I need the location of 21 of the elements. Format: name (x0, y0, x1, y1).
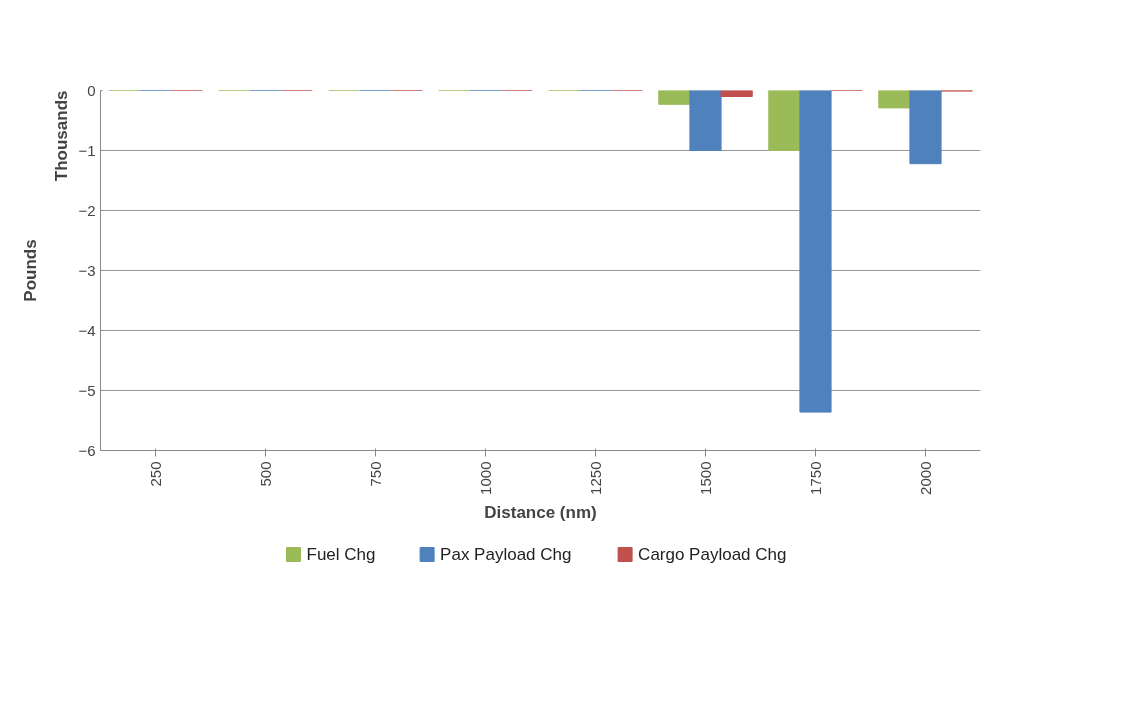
legend-label: Fuel Chg (306, 545, 376, 564)
x-tick-label: 1750 (806, 461, 824, 495)
x-tick-label: 250 (146, 461, 164, 487)
legend-label: Cargo Payload Chg (638, 545, 787, 564)
x-tick-label: 1500 (696, 461, 714, 495)
y-axis-title: Pounds (20, 239, 40, 302)
x-axis-title: Distance (nm) (484, 502, 597, 522)
x-tick-label: 1000 (476, 461, 494, 495)
y-tick-label: 0 (87, 81, 96, 99)
y-tick-label: −4 (78, 321, 96, 339)
legend-label: Pax Payload Chg (440, 545, 572, 564)
x-tick-label: 1250 (586, 461, 604, 495)
y-tick-label: −6 (78, 441, 96, 459)
x-tick-label: 500 (256, 461, 274, 487)
y-tick-label: −5 (78, 381, 96, 399)
x-tick-label: 750 (366, 461, 384, 487)
x-tick-label: 2000 (916, 461, 934, 495)
y-tick-label: −1 (78, 141, 96, 159)
text: Thousands (51, 90, 71, 182)
y-tick-label: −2 (78, 201, 96, 219)
y-tick-label: −3 (78, 261, 96, 279)
